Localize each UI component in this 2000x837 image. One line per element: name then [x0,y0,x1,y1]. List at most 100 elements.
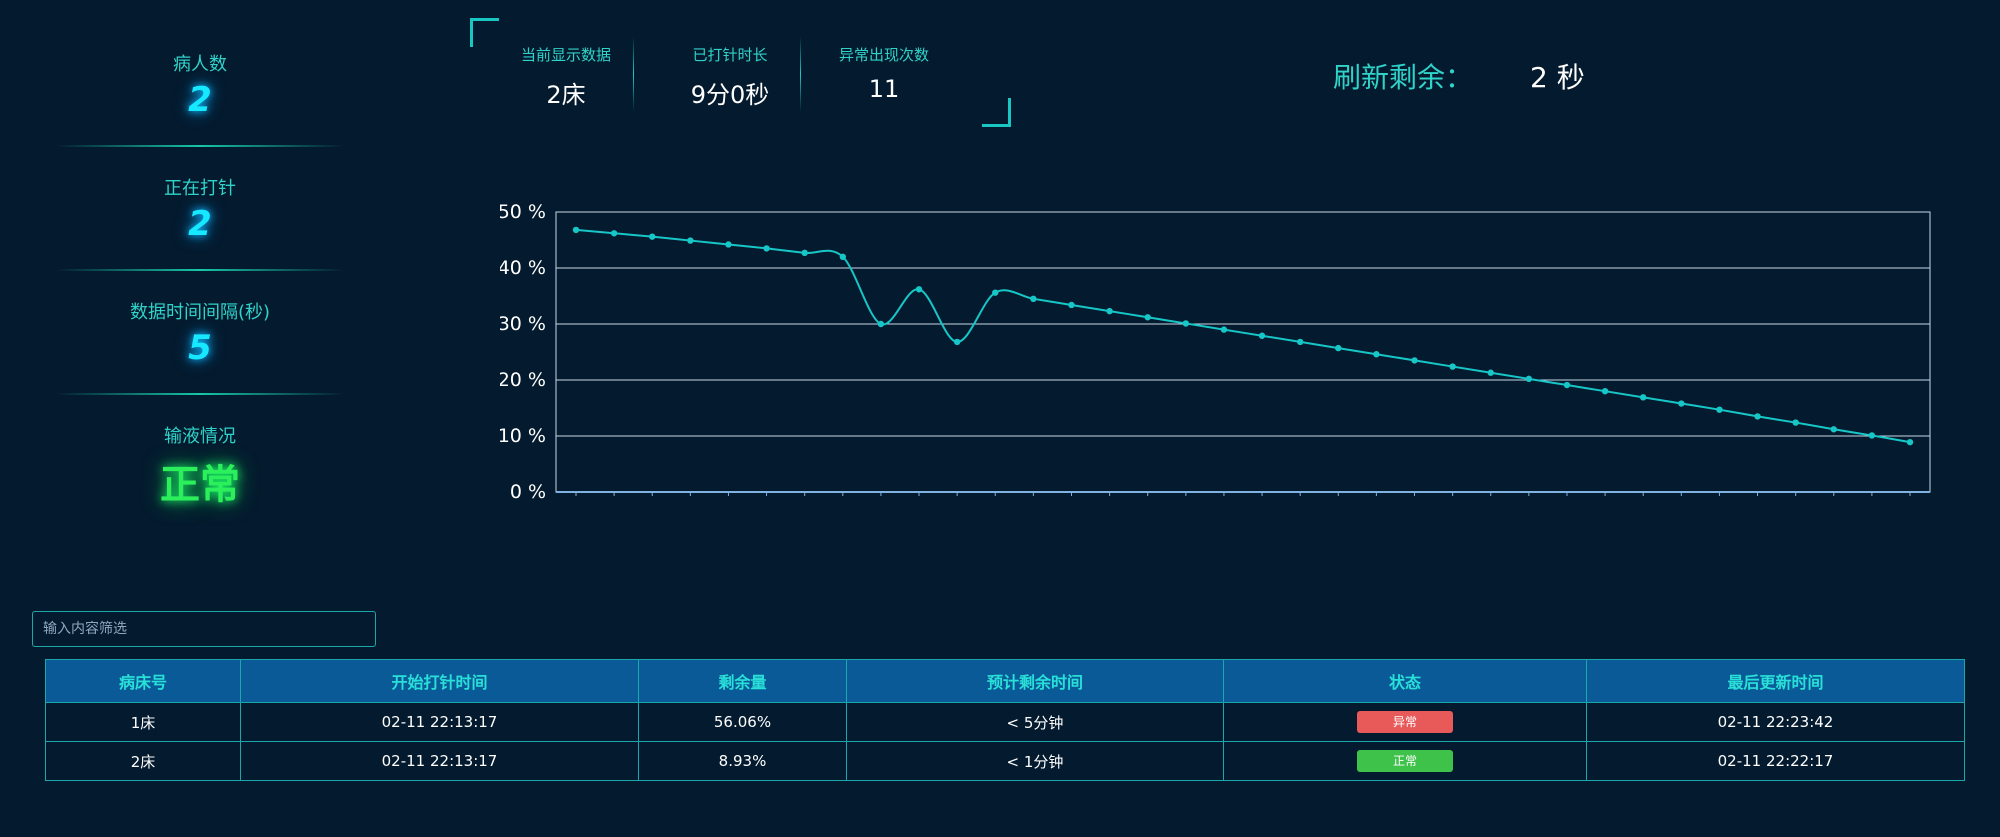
data-point [1792,419,1799,426]
data-point [1182,320,1190,327]
stat-label: 正在打针 [164,178,236,199]
col-header-eta[interactable]: 预计剩余时间 [846,659,1224,703]
stat-infusion-status: 输液情况 正常 [50,422,350,510]
data-point [1906,438,1914,446]
data-point [1868,432,1876,439]
stat-value: 2 [188,80,212,120]
data-point [1716,406,1723,413]
col-header-bed[interactable]: 病床号 [45,659,241,703]
data-point [1068,301,1075,309]
stat-interval: 数据时间间隔(秒) 5 [50,298,350,368]
data-point [725,241,732,248]
data-point [572,226,580,234]
info-value: 9分0秒 [690,81,770,109]
data-point [1487,369,1494,376]
data-point [649,233,656,240]
stat-label: 病人数 [173,54,227,75]
info-duration: 已打针时长 9分0秒 [660,44,800,110]
data-point [610,230,618,237]
data-point [1563,381,1571,389]
y-tick-label: 50 % [500,201,546,223]
col-header-updated[interactable]: 最后更新时间 [1586,659,1965,703]
stat-value: 5 [188,328,212,368]
separator [633,36,634,112]
y-tick-label: 20 % [500,369,546,391]
cell-updated: 02-11 22:23:42 [1586,702,1965,742]
data-point [1030,295,1037,302]
data-point [1525,375,1533,383]
y-tick-label: 0 % [510,481,546,503]
infusion-status-value: 正常 [160,462,240,508]
data-point [1220,326,1228,333]
cell-bed: 1床 [45,702,241,742]
info-value: 2床 [546,81,586,109]
data-point [1678,400,1685,407]
data-point [1640,394,1647,401]
info-label: 异常出现次数 [838,46,929,64]
data-point [1373,351,1380,358]
stat-label: 数据时间间隔(秒) [129,302,271,323]
y-tick-label: 10 % [500,425,546,447]
col-header-start-time[interactable]: 开始打针时间 [240,659,639,703]
divider [55,269,345,271]
divider [55,145,345,147]
status-badge: 异常 [1357,711,1453,733]
series-line [575,228,1911,444]
data-point [1258,332,1266,339]
data-point [1601,388,1609,395]
table-row[interactable]: 1床 02-11 22:13:17 56.06% < 5分钟 异常 02-11 … [45,702,1965,742]
y-tick-label: 40 % [500,257,546,279]
data-point [877,320,885,328]
data-point [801,249,808,257]
stat-patients: 病人数 2 [50,50,350,120]
table-row[interactable]: 2床 02-11 22:13:17 8.93% < 1分钟 正常 02-11 2… [45,741,1965,781]
stat-infusing: 正在打针 2 [50,174,350,244]
data-point [687,237,694,244]
info-anomaly-count: 异常出现次数 11 [814,44,954,103]
cell-remaining: 8.93% [638,741,847,781]
cell-start-time: 02-11 22:13:17 [240,702,639,742]
cell-remaining: 56.06% [638,702,847,742]
cell-status: 异常 [1223,702,1587,742]
cell-updated: 02-11 22:22:17 [1586,741,1965,781]
data-point [915,286,923,293]
info-label: 已打针时长 [692,46,768,64]
refresh-countdown: 2 秒 [1530,61,1585,94]
separator [800,36,801,112]
data-point [1754,413,1761,420]
info-value: 11 [868,75,900,103]
data-point [839,253,846,260]
bed-table: 病床号 开始打针时间 剩余量 预计剩余时间 状态 最后更新时间 1床 02-11… [45,659,1965,781]
filter-input[interactable] [32,611,376,647]
data-point [1449,363,1456,370]
cell-start-time: 02-11 22:13:17 [240,741,639,781]
stat-label: 输液情况 [164,426,236,447]
info-current-bed: 当前显示数据 2床 [496,44,636,110]
data-point [953,338,961,346]
info-label: 当前显示数据 [520,46,611,64]
stat-value: 2 [188,204,212,244]
data-point [1296,338,1304,346]
col-header-remaining[interactable]: 剩余量 [638,659,847,703]
cell-eta: < 1分钟 [846,741,1224,781]
data-point [992,289,999,296]
data-point [1106,307,1113,315]
table-header-row: 病床号 开始打针时间 剩余量 预计剩余时间 状态 最后更新时间 [45,659,1965,703]
frame-corner-bottom-right [982,98,1011,127]
cell-status: 正常 [1223,741,1587,781]
data-point [1335,344,1342,352]
data-point [1830,426,1837,433]
status-badge: 正常 [1357,750,1453,772]
data-point [763,245,770,252]
refresh-label: 刷新剩余： [1333,61,1474,94]
cell-eta: < 5分钟 [846,702,1224,742]
data-point [1411,357,1418,364]
plot-area [555,211,1931,493]
col-header-status[interactable]: 状态 [1223,659,1587,703]
y-tick-label: 30 % [500,313,546,335]
divider [55,393,345,395]
cell-bed: 2床 [45,741,241,781]
data-point [1144,314,1151,321]
remaining-volume-chart: 0 % 10 % 20 % 30 % 40 % 50 % [500,201,1931,503]
frame-corner-top-left [470,18,499,47]
